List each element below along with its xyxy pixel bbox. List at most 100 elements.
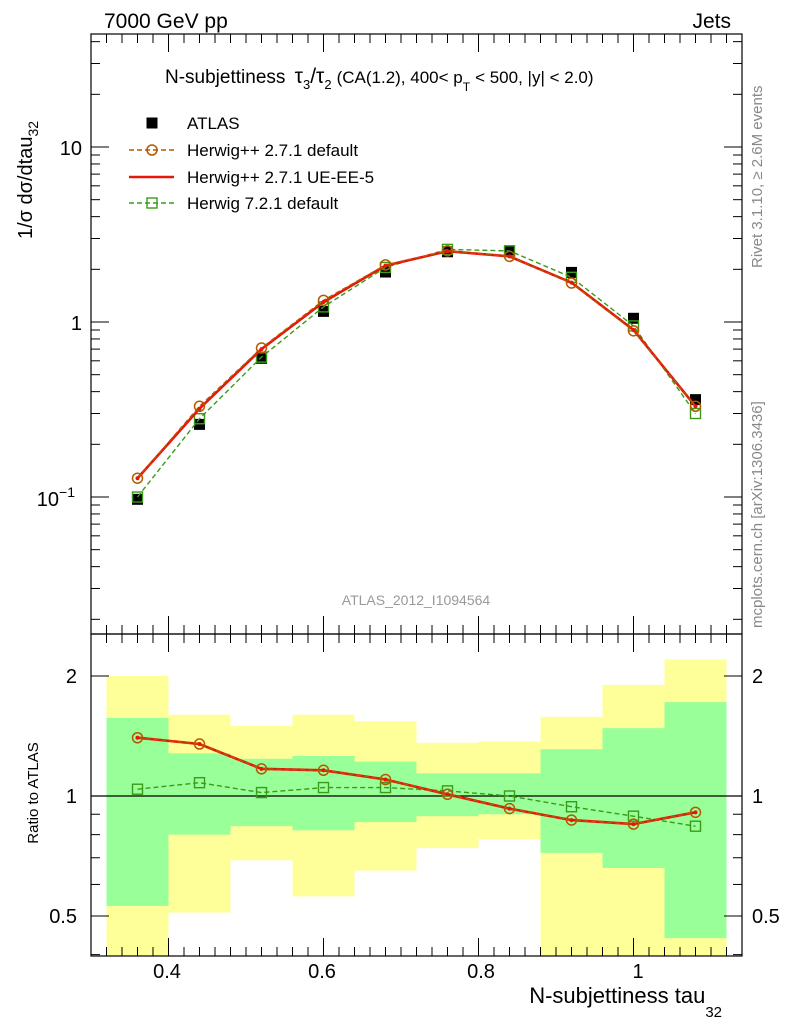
ratio-herwigpp-default-point-5 (441, 788, 454, 801)
herwigpp-default-line (136, 250, 697, 479)
legend: ATLAS Herwig++ 2.7.1 default Herwig++ 2.7.… (129, 114, 374, 213)
ratio-herwig7-default-point-2 (255, 786, 268, 799)
herwigpp-default-point-7 (565, 277, 578, 289)
atlas-data-point-8 (628, 312, 639, 324)
herwigpp-ue-ee5-dot-3 (321, 300, 326, 305)
ratio-ytick-label-1: 1 (66, 786, 77, 808)
herwigpp-ue-ee5-dot-5 (445, 249, 450, 254)
ratio-herwig7-default-point-9 (689, 820, 702, 832)
ratio-herwigpp-default-point-0 (131, 731, 144, 744)
header-left: 7000 GeV pp (104, 10, 228, 33)
header-right: Jets (692, 10, 731, 33)
legend-label-3: Herwig 7.2.1 default (187, 194, 338, 213)
ratio-herwig7-default-point-6 (503, 790, 516, 802)
xtick-label-0.6: 0.6 (308, 961, 336, 983)
main-y-axis-label: 1/σ dσ/dtau32 (15, 121, 41, 239)
xtick-label-0.4: 0.4 (153, 961, 181, 983)
ratio-ue-ee5-dot-1 (197, 742, 202, 747)
analysis-watermark: ATLAS_2012_I1094564 (342, 592, 491, 608)
ratio-ue-ee5-dot-2 (259, 766, 264, 771)
ratio-ue-ee5-dot-0 (135, 735, 140, 740)
legend-marker-3 (146, 197, 158, 209)
herwig7-default-point-0 (131, 491, 144, 503)
ratio-band-inner-9 (664, 702, 727, 939)
ratio-band-inner-0 (106, 717, 169, 906)
ratio-y-axis-label: Ratio to ATLAS (25, 742, 42, 843)
ratio-uncertainty-bands (91, 659, 742, 956)
herwigpp-ue-ee5-dot-0 (135, 476, 140, 481)
mcplots-text: mcplots.cern.ch [arXiv:1306.3436] (749, 401, 766, 628)
ratio-ytick-label-2: 2 (66, 666, 77, 688)
herwigpp-default-point-1 (193, 400, 206, 413)
legend-marker-0 (146, 117, 158, 129)
ratio-band-inner-4 (354, 761, 417, 823)
ratio-band-inner-8 (602, 728, 665, 868)
ratio-band-inner-1 (168, 753, 231, 835)
herwig7-default-point-9 (689, 407, 702, 420)
ratio-ytick-label-2-right: 2 (752, 666, 763, 688)
herwigpp-ue-ee5-dot-2 (259, 347, 264, 352)
herwigpp-default-point-5 (441, 245, 454, 257)
ratio-herwig7-default-point-0 (131, 783, 144, 795)
ratio-herwigpp-default-point-2 (255, 763, 268, 775)
ratio-herwig7-default-point-7 (565, 801, 578, 813)
ratio-ue-ee5-dot-8 (631, 822, 636, 827)
legend-marker-1 (146, 144, 158, 156)
ratio-ue-ee5-dot-6 (507, 806, 512, 811)
herwigpp-ue-ee5-dot-8 (631, 328, 636, 333)
herwigpp-ue-ee5-dot-7 (569, 280, 574, 285)
ratio-herwigpp-default-line (137, 737, 696, 825)
ratio-herwigpp-default-point-8 (627, 818, 640, 830)
atlas-data-point-0 (132, 493, 143, 505)
ratio-herwig7-default-point-4 (379, 781, 392, 794)
ratio-herwigpp-default-point-6 (503, 802, 516, 815)
herwigpp-default-point-9 (689, 400, 702, 413)
main-ytick-label-10: 10 (60, 138, 82, 160)
herwigpp-ue-ee5-dot-1 (197, 406, 202, 411)
ratio-herwigpp-default-point-3 (317, 764, 330, 777)
ratio-herwigpp-default-point-1 (193, 738, 206, 750)
ratio-axes-group (90, 633, 743, 957)
herwig7-default-point-1 (193, 413, 206, 425)
ratio-ytick-label-1-right: 1 (752, 786, 763, 808)
x-axis-label: N-subjettiness tau32 (529, 983, 722, 1021)
main-series-group (131, 243, 702, 505)
legend-label-2: Herwig++ 2.7.1 UE-EE-5 (187, 168, 374, 187)
ratio-ytick-label-0.5-right: 0.5 (752, 906, 780, 928)
ratio-ytick-label-0.5: 0.5 (49, 906, 77, 928)
herwigpp-ue-ee5-line (136, 249, 697, 480)
ratio-ue-ee5-dot-4 (383, 777, 388, 782)
ratio-series-group (131, 731, 702, 832)
herwig7-default-point-2 (255, 351, 268, 363)
herwigpp-default-point-0 (131, 472, 144, 484)
herwigpp-default-point-4 (379, 259, 392, 271)
ratio-ue-ee5-dot-7 (569, 818, 574, 823)
ratio-ue-ee5-dot-3 (321, 768, 326, 773)
herwig7-default-line (136, 248, 697, 498)
herwigpp-ue-ee5-dot-4 (383, 263, 388, 268)
main-ytick-label-0.1: 10−1 (37, 484, 75, 511)
herwigpp-default-point-3 (317, 294, 330, 307)
ratio-herwig7-default-point-1 (193, 776, 206, 789)
herwigpp-default-point-8 (627, 325, 640, 337)
atlas-data-point-2 (256, 352, 267, 364)
xtick-label-1: 1 (632, 961, 643, 983)
ratio-herwig7-default-point-3 (317, 781, 330, 794)
ratio-herwigpp-default-point-4 (379, 773, 392, 786)
xtick-label-0.8: 0.8 (467, 961, 495, 983)
herwigpp-default-point-2 (255, 342, 268, 354)
herwigpp-default-point-6 (503, 250, 516, 263)
ratio-herwig7-default-line (137, 781, 696, 827)
rivet-version-text: Rivet 3.1.10, ≥ 2.6M events (749, 86, 766, 269)
main-ytick-label-1: 1 (71, 313, 82, 335)
herwigpp-ue-ee5-dot-6 (507, 254, 512, 259)
legend-label-1: Herwig++ 2.7.1 default (187, 141, 358, 160)
plot-title: N-subjettiness τ3/τ2 (CA(1.2), 400< pT < 5… (165, 65, 594, 94)
ratio-ue-ee5-dot-5 (445, 792, 450, 797)
legend-label-0: ATLAS (187, 114, 240, 133)
atlas-data-point-9 (690, 394, 701, 406)
ratio-ue-ee5-dot-9 (693, 810, 698, 815)
herwigpp-ue-ee5-dot-9 (693, 404, 698, 409)
ratio-herwigpp-default-point-7 (565, 814, 578, 826)
